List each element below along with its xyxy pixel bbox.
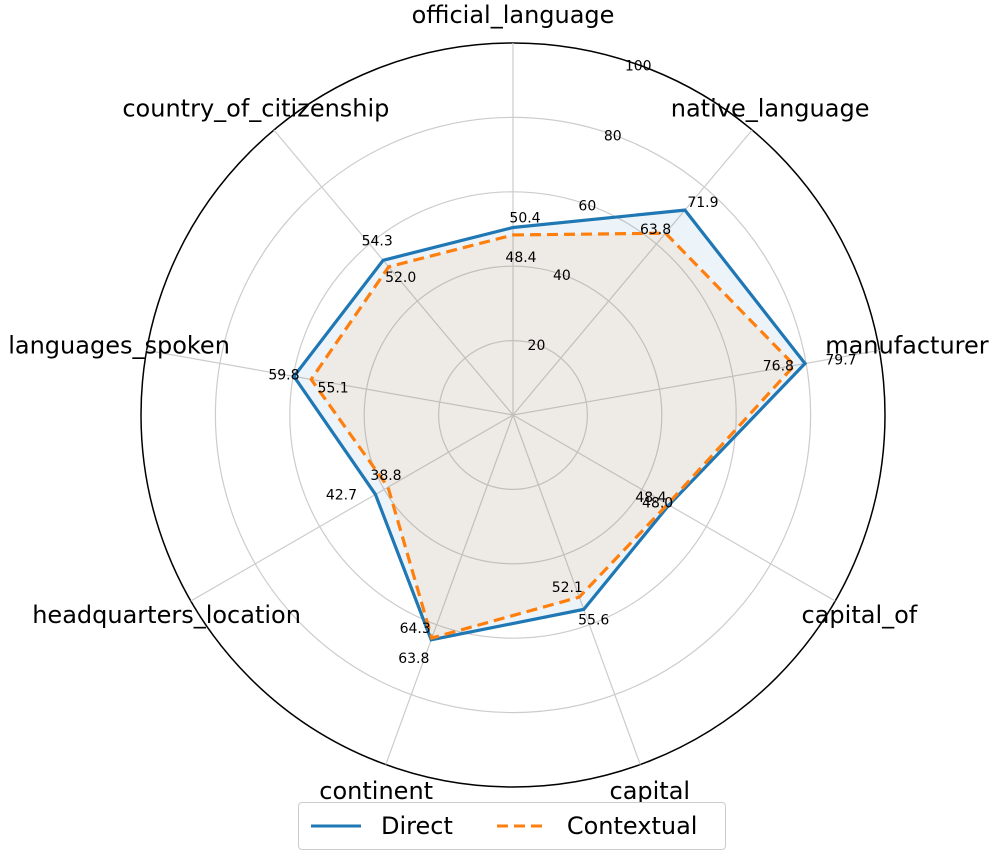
legend-swatch-contextual xyxy=(496,824,547,828)
legend: Direct Contextual xyxy=(298,802,726,850)
data-label-contextual-capital: 52.1 xyxy=(552,580,583,596)
data-label-direct-continent: 64.3 xyxy=(400,621,431,637)
data-label-direct-manufacturer: 79.7 xyxy=(825,353,856,369)
data-label-contextual-official_language: 48.4 xyxy=(505,250,536,266)
spoke-headquarters_location xyxy=(190,414,514,602)
data-label-contextual-native_language: 63.8 xyxy=(640,222,671,238)
category-label-languages_spoken: languages_spoken xyxy=(8,332,230,360)
spoke-manufacturer xyxy=(512,349,880,416)
radial-tick-label: 100 xyxy=(625,58,652,74)
radial-tick-label: 80 xyxy=(604,128,622,144)
data-label-contextual-languages_spoken: 55.1 xyxy=(318,380,349,396)
data-label-direct-capital: 55.6 xyxy=(578,612,609,628)
data-label-contextual-continent: 63.8 xyxy=(398,651,429,667)
series-polygon-direct xyxy=(291,208,808,642)
data-label-direct-capital_of: 48.4 xyxy=(635,490,666,506)
data-label-contextual-country_of_citizenship: 52.0 xyxy=(385,270,416,286)
legend-item-direct: Direct xyxy=(309,814,453,838)
radial-tick-label: 40 xyxy=(553,268,571,284)
data-label-contextual-headquarters_location: 38.8 xyxy=(370,468,401,484)
category-label-official_language: official_language xyxy=(412,1,615,29)
category-label-country_of_citizenship: country_of_citizenship xyxy=(122,95,389,123)
category-label-continent: continent xyxy=(319,777,433,805)
series-polygon-contextual xyxy=(309,231,797,640)
category-label-headquarters_location: headquarters_location xyxy=(32,601,301,629)
category-label-manufacturer: manufacturer xyxy=(825,332,989,360)
category-label-capital: capital xyxy=(610,777,691,805)
legend-label-contextual: Contextual xyxy=(566,812,698,840)
spoke-capital xyxy=(512,414,641,765)
data-label-direct-headquarters_location: 42.7 xyxy=(326,487,357,503)
data-label-direct-country_of_citizenship: 54.3 xyxy=(362,233,393,249)
legend-label-direct: Direct xyxy=(381,812,453,840)
spoke-continent xyxy=(385,414,514,765)
data-label-direct-native_language: 71.9 xyxy=(687,195,718,211)
data-label-contextual-capital_of: 48.0 xyxy=(642,495,673,511)
spoke-native_language xyxy=(512,129,753,416)
radial-tick-label: 20 xyxy=(528,338,546,354)
category-label-capital_of: capital_of xyxy=(802,601,918,629)
legend-item-contextual: Contextual xyxy=(495,812,698,840)
spoke-country_of_citizenship xyxy=(273,129,514,416)
category-label-native_language: native_language xyxy=(671,95,870,123)
radial-tick-label: 60 xyxy=(578,198,596,214)
data-label-contextual-manufacturer: 76.8 xyxy=(763,358,794,374)
data-label-direct-languages_spoken: 59.8 xyxy=(268,367,299,383)
legend-swatch-direct xyxy=(311,824,361,828)
data-label-direct-official_language: 50.4 xyxy=(509,211,540,227)
spoke-capital_of xyxy=(512,414,836,602)
spoke-languages_spoken xyxy=(146,349,514,416)
